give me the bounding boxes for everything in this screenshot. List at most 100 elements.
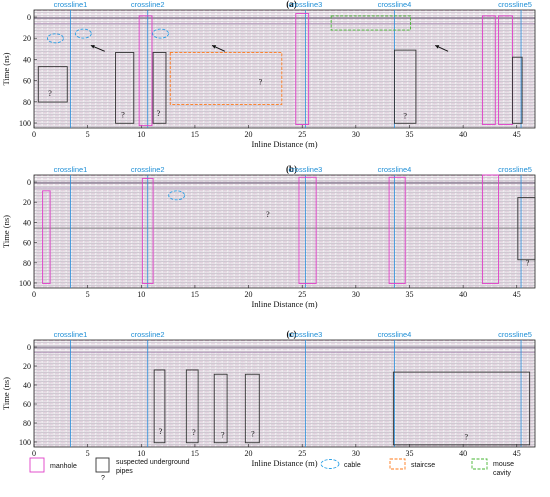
crossline-label: crossline3 bbox=[289, 165, 323, 174]
crossline-label: crossline4 bbox=[378, 165, 412, 174]
suspected-pipe-box bbox=[392, 371, 531, 446]
manhole-box bbox=[298, 176, 317, 284]
crossline-label: crossline4 bbox=[378, 330, 412, 339]
arrow-head bbox=[435, 45, 440, 49]
y-tick-label: 40 bbox=[23, 218, 31, 227]
y-tick-label: 40 bbox=[23, 381, 31, 390]
crossline-label: crossline1 bbox=[54, 0, 88, 9]
legend-staircase-label: staircse bbox=[411, 462, 435, 469]
legend-mouse-label: mouse bbox=[493, 461, 514, 468]
manhole-box bbox=[42, 190, 51, 284]
plot-frame bbox=[33, 339, 536, 448]
manhole-box bbox=[481, 15, 496, 125]
legend-manhole-label: manhole bbox=[50, 463, 77, 470]
cable-marker bbox=[47, 33, 64, 44]
legend-question-mark: ? bbox=[101, 475, 105, 482]
crossline-label: crossline4 bbox=[378, 0, 412, 9]
x-tick-label: 45 bbox=[513, 449, 521, 458]
question-mark: ? bbox=[259, 77, 263, 86]
legend-suspected-swatch bbox=[95, 457, 110, 473]
question-mark: ? bbox=[48, 89, 52, 98]
cable-marker bbox=[74, 28, 92, 39]
legend-cable-swatch bbox=[320, 459, 340, 469]
question-mark: ? bbox=[221, 430, 225, 439]
y-tick-label: 80 bbox=[23, 419, 31, 428]
surface-reflection bbox=[34, 351, 535, 353]
x-tick-label: 30 bbox=[352, 130, 360, 139]
crossline-label: crossline2 bbox=[131, 165, 165, 174]
x-tick-label: 40 bbox=[459, 449, 467, 458]
x-tick-label: 35 bbox=[405, 290, 413, 299]
cable-marker bbox=[168, 190, 186, 201]
y-tick-label: 0 bbox=[27, 178, 31, 187]
surface-reflection bbox=[34, 17, 535, 20]
legend-manhole-swatch bbox=[29, 457, 45, 473]
x-tick-label: 45 bbox=[513, 130, 521, 139]
y-tick-label: 60 bbox=[23, 77, 31, 86]
mouse-cavity-box bbox=[330, 15, 412, 31]
surface-reflection bbox=[34, 181, 535, 184]
plot-frame bbox=[33, 9, 536, 129]
x-tick-label: 30 bbox=[352, 290, 360, 299]
suspected-pipe-box bbox=[152, 52, 167, 124]
x-tick-label: 35 bbox=[405, 449, 413, 458]
x-tick-label: 25 bbox=[298, 449, 306, 458]
staircase-box bbox=[169, 52, 283, 105]
x-axis-label: Inline Distance (m) bbox=[251, 299, 317, 309]
question-mark: ? bbox=[159, 427, 163, 436]
y-tick-label: 0 bbox=[27, 343, 31, 352]
x-tick-label: 35 bbox=[405, 130, 413, 139]
x-tick-label: 5 bbox=[86, 290, 90, 299]
suspected-pipe-box bbox=[153, 369, 166, 444]
y-axis-label: Time (ns) bbox=[1, 215, 11, 248]
legend: manhole suspected underground pipes? cable s… bbox=[29, 457, 514, 482]
question-mark: ? bbox=[157, 109, 161, 118]
x-axis-label: Inline Distance (m) bbox=[251, 139, 317, 149]
x-tick-label: 20 bbox=[245, 449, 253, 458]
cable-marker bbox=[152, 28, 170, 39]
crossline-label: crossline5 bbox=[498, 165, 532, 174]
suspected-pipe-box bbox=[394, 49, 417, 124]
crossline-label: crossline3 bbox=[289, 330, 323, 339]
y-axis-label: Time (ns) bbox=[1, 377, 11, 410]
x-tick-label: 25 bbox=[298, 290, 306, 299]
y-axis-label: Time (ns) bbox=[1, 52, 11, 85]
x-tick-label: 5 bbox=[86, 449, 90, 458]
x-tick-label: 0 bbox=[32, 290, 36, 299]
suspected-pipe-box bbox=[37, 66, 68, 103]
x-tick-label: 20 bbox=[245, 290, 253, 299]
suspected-pipe-box bbox=[512, 56, 523, 124]
question-mark: ? bbox=[192, 428, 196, 437]
y-tick-label: 100 bbox=[19, 279, 31, 288]
question-mark: ? bbox=[465, 433, 469, 442]
question-mark: ? bbox=[266, 210, 270, 219]
crossline-label: crossline1 bbox=[54, 330, 88, 339]
x-tick-label: 10 bbox=[137, 290, 145, 299]
crossline-label: crossline5 bbox=[498, 330, 532, 339]
x-tick-label: 40 bbox=[459, 130, 467, 139]
crossline-label: crossline2 bbox=[131, 330, 165, 339]
y-tick-label: 100 bbox=[19, 438, 31, 447]
panel-label: (c) bbox=[287, 329, 297, 339]
legend-cable-label: cable bbox=[344, 462, 361, 469]
legend-suspected-label: pipes bbox=[116, 468, 133, 475]
x-tick-label: 45 bbox=[513, 290, 521, 299]
suspected-pipe-box bbox=[213, 373, 228, 444]
surface-reflection bbox=[34, 22, 535, 25]
radargram-texture bbox=[34, 188, 535, 288]
y-tick-label: 20 bbox=[23, 198, 31, 207]
question-mark: ? bbox=[526, 258, 530, 267]
x-tick-label: 0 bbox=[32, 449, 36, 458]
crossline-label: crossline3 bbox=[289, 0, 323, 9]
radargram-texture bbox=[34, 352, 535, 447]
y-tick-label: 60 bbox=[23, 239, 31, 248]
crossline-label: crossline1 bbox=[54, 165, 88, 174]
surface-reflection bbox=[34, 187, 535, 189]
y-tick-label: 100 bbox=[19, 119, 31, 128]
suspected-pipe-box bbox=[244, 373, 260, 444]
x-tick-label: 15 bbox=[191, 449, 199, 458]
legend-suspected-label: suspected underground bbox=[116, 459, 190, 466]
